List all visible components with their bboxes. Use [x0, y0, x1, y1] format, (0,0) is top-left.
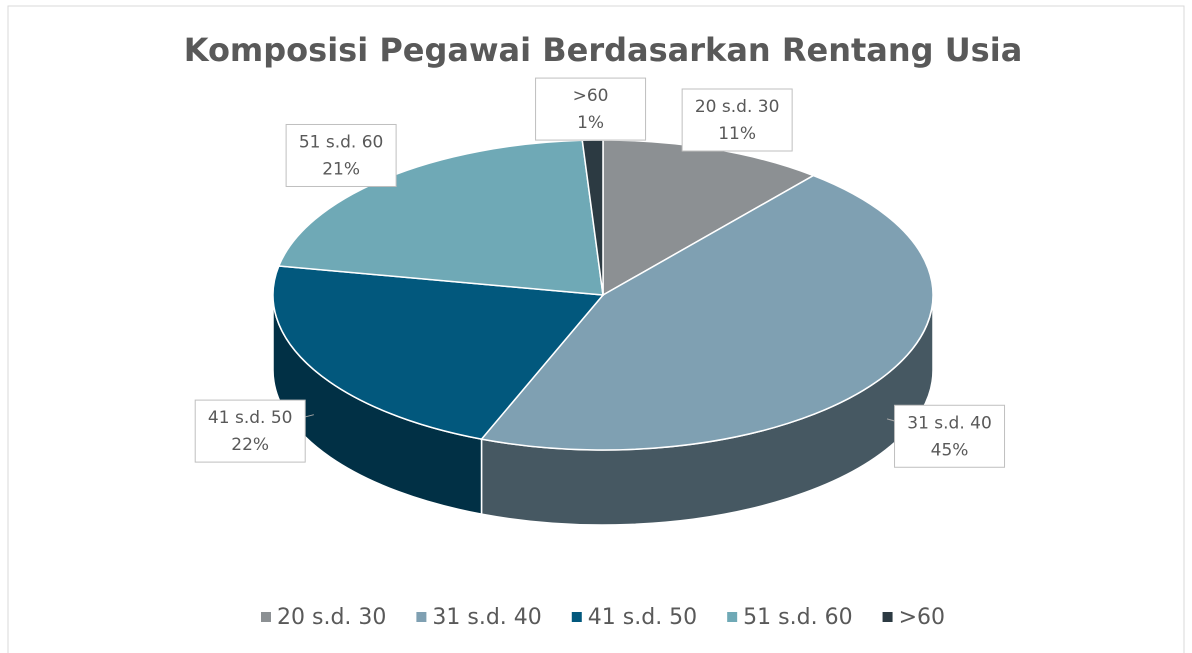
legend-label: 51 s.d. 60	[743, 605, 852, 630]
data-label-category: 20 s.d. 30	[695, 97, 780, 117]
pie-slice	[480, 174, 934, 451]
legend-label: >60	[899, 605, 945, 630]
data-label-value: 11%	[718, 124, 756, 144]
label-box	[285, 123, 397, 187]
data-label-value: 22%	[231, 435, 269, 455]
data-label-value: 45%	[931, 440, 969, 460]
legend-label: 20 s.d. 30	[277, 605, 386, 630]
label-box	[535, 77, 647, 141]
legend-swatch	[727, 612, 738, 622]
label-box	[681, 88, 793, 152]
legend-label: 31 s.d. 40	[432, 605, 541, 630]
data-label-value: 21%	[322, 159, 360, 179]
data-label-category: 31 s.d. 40	[907, 413, 992, 433]
pie-slice	[272, 265, 605, 440]
data-label-value: 1%	[577, 113, 604, 133]
label-box	[894, 404, 1006, 468]
legend-swatch	[882, 612, 893, 622]
data-label-category: 51 s.d. 60	[299, 132, 384, 152]
label-box	[194, 399, 306, 463]
legend: 20 s.d. 30 31 s.d. 40 41 s.d. 50 51 s.d. 60…	[261, 605, 945, 630]
legend-swatch	[416, 612, 427, 622]
legend-swatch	[261, 612, 271, 622]
data-label-category: >60	[573, 86, 609, 106]
chart-title: Komposisi Pegawai Berdasarkan Rentang Us…	[184, 31, 1023, 69]
legend-label: 41 s.d. 50	[588, 605, 697, 630]
data-label-category: 41 s.d. 50	[208, 408, 293, 428]
legend-swatch	[571, 612, 582, 622]
